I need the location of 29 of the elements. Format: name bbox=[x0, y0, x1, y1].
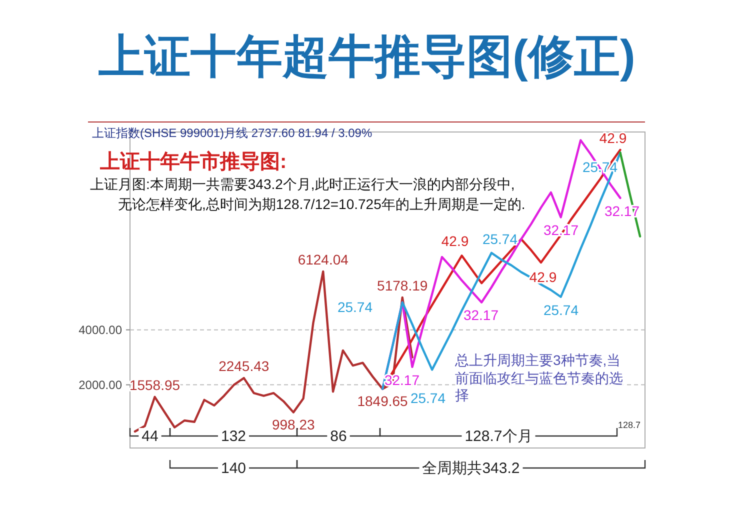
annotation: 128.7个月 bbox=[464, 428, 532, 445]
text: 全周期共343.2 bbox=[422, 460, 520, 477]
y-tick-label: 4000.00 bbox=[78, 322, 122, 337]
annotation: 25.74 bbox=[482, 231, 518, 247]
annotation: 上证月图:本周期一共需要343.2个月,此时正运行大一浪的内部分段中, bbox=[90, 176, 515, 194]
annotation: 无论怎样变化,总时间为期128.7/12=10.725年的上升周期是一定的. bbox=[118, 196, 526, 214]
annotation: 132 bbox=[220, 428, 246, 445]
data-label: 5178.19 bbox=[377, 277, 428, 294]
data-label: 6124.04 bbox=[298, 251, 349, 268]
annotation: 86 bbox=[330, 428, 347, 445]
annotation: 25.74 bbox=[410, 390, 446, 406]
annotation: 25.74 bbox=[337, 299, 373, 315]
data-label: 998.23 bbox=[272, 416, 316, 432]
annotation: 上证指数(SHSE 999001)月线 2737.60 81.94 / 3.09% bbox=[92, 126, 372, 141]
annotation: 44 bbox=[142, 428, 158, 445]
data-label: 1558.95 bbox=[129, 376, 180, 393]
chart-title: 上证十年超牛推导图(修正) bbox=[98, 30, 636, 82]
annotation: 总上升周期主要3种节奏,当前面临攻红与蓝色节奏的选择 bbox=[455, 352, 627, 404]
annotation: 42.9 bbox=[599, 130, 627, 146]
annotation: 25.74 bbox=[543, 302, 579, 318]
text: 140 bbox=[220, 460, 246, 477]
data-label: 2245.43 bbox=[218, 358, 270, 374]
annotation: 42.9 bbox=[441, 233, 469, 249]
annotation: 128.7 bbox=[618, 420, 641, 432]
annotation: 42.9 bbox=[529, 269, 557, 285]
annotation: 32.17 bbox=[463, 307, 499, 323]
data-label: 1849.65 bbox=[357, 392, 408, 409]
y-tick-label: 2000.00 bbox=[78, 378, 122, 392]
text: 上证十年牛市推导图: bbox=[100, 150, 287, 175]
